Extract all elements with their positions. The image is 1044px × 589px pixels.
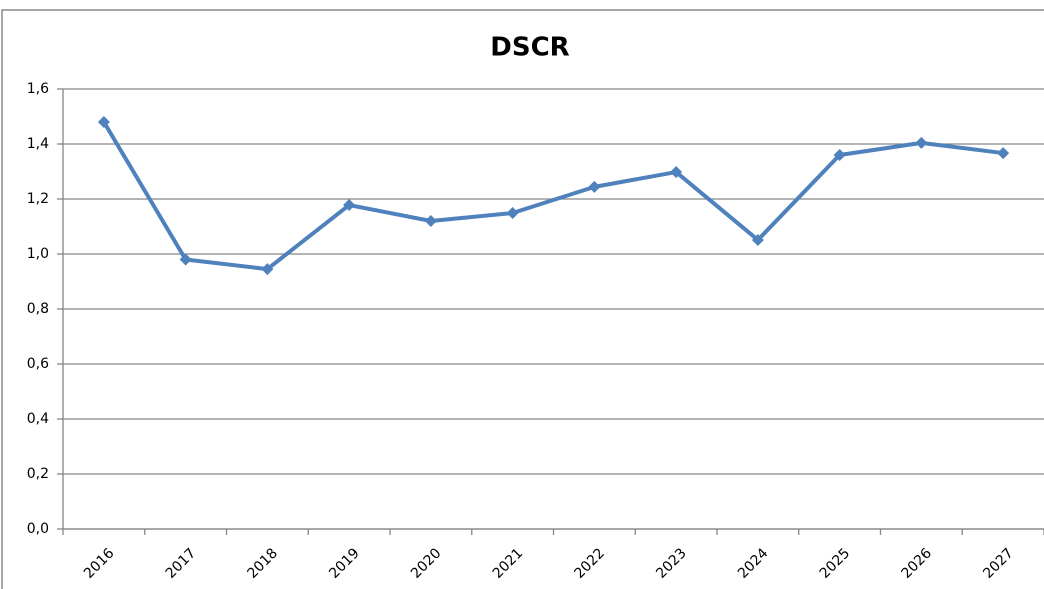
x-tick-label: 2027	[980, 545, 1017, 582]
data-point	[97, 116, 110, 128]
x-tick-label: 2023	[653, 545, 690, 582]
data-point	[261, 263, 274, 276]
x-tick-label: 2018	[245, 545, 282, 582]
data-point	[915, 136, 928, 149]
y-tick-label: 1,2	[27, 191, 49, 207]
y-tick-label: 0,0	[27, 521, 49, 537]
x-tick-label: 2016	[81, 545, 118, 582]
data-point	[833, 149, 846, 161]
data-point	[670, 166, 683, 179]
data-point	[751, 233, 764, 246]
data-point	[343, 199, 356, 212]
y-tick-label: 1,6	[27, 81, 49, 97]
x-tick-label: 2022	[572, 545, 609, 582]
x-tick-label: 2017	[163, 545, 200, 582]
y-tick-label: 0,8	[27, 301, 49, 317]
x-tick-label: 2024	[735, 545, 772, 582]
data-point	[179, 253, 192, 266]
data-point	[588, 180, 601, 193]
y-tick-label: 0,4	[27, 411, 49, 427]
data-point	[506, 207, 519, 220]
x-tick-label: 2021	[490, 545, 527, 582]
x-tick-label: 2025	[817, 545, 854, 582]
x-tick-label: 2019	[326, 545, 363, 582]
x-tick-label: 2020	[408, 545, 445, 582]
y-tick-label: 0,6	[27, 356, 49, 372]
y-tick-label: 1,0	[27, 246, 49, 262]
chart-title: DSCR	[490, 33, 569, 63]
y-tick-label: 1,4	[27, 136, 49, 152]
series-line	[102, 120, 1004, 272]
data-point	[997, 147, 1010, 160]
y-tick-label: 0,2	[27, 466, 49, 482]
data-point	[424, 215, 437, 227]
chart-frame	[1, 9, 1044, 589]
x-tick-label: 2026	[899, 545, 936, 582]
